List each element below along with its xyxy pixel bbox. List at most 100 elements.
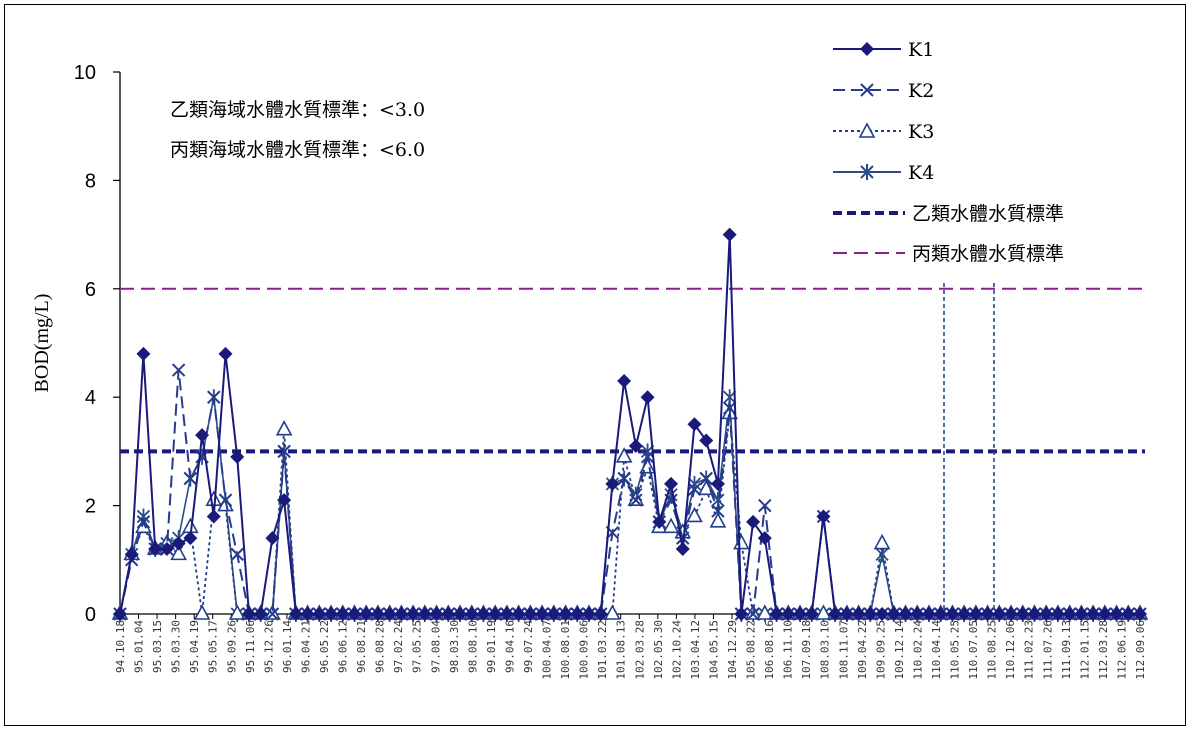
- data-point-k2: [722, 401, 737, 415]
- x-tick-label: 106.11.10: [782, 620, 795, 680]
- vertical-dashed-lines: [943, 283, 995, 612]
- x-tick-label: 95.09.26: [225, 620, 238, 673]
- data-point-k1: [781, 607, 796, 621]
- data-point-k1: [1121, 607, 1136, 621]
- data-point-k1: [394, 607, 409, 621]
- legend-item-k3: K3: [833, 121, 934, 143]
- x-tick-label: 95.03.15: [151, 620, 164, 673]
- x-tick-label: 110.02.24: [911, 620, 924, 680]
- x-tick-label: 97.02.24: [392, 620, 405, 673]
- data-point-k1: [769, 607, 784, 621]
- data-point-k2: [230, 547, 244, 562]
- data-point-k1: [1039, 607, 1054, 621]
- data-point-k1: [1027, 607, 1042, 621]
- data-point-k1: [312, 607, 327, 621]
- data-point-k1: [558, 607, 573, 621]
- x-tick-label: 95.11.06: [244, 620, 257, 673]
- data-point-k1: [875, 607, 890, 621]
- data-point-k1: [699, 433, 714, 448]
- data-point-k1: [324, 607, 339, 621]
- x-tick-label: 110.05.25: [949, 620, 962, 680]
- data-point-k1: [206, 509, 221, 524]
- data-point-k1: [406, 607, 421, 621]
- data-point-k1: [1133, 607, 1147, 621]
- data-point-k3: [275, 420, 293, 436]
- data-point-k1: [980, 607, 995, 621]
- data-point-k1: [195, 428, 210, 443]
- x-tick-label: 110.04.14: [930, 620, 943, 680]
- data-point-k1: [359, 607, 374, 621]
- data-point-k1: [886, 607, 901, 621]
- data-point-k2: [218, 493, 233, 507]
- series-k3: [111, 403, 1149, 620]
- legend-item-k2: K2: [833, 80, 934, 102]
- x-tick-label: 103.04.12: [689, 620, 702, 680]
- data-point-k1: [570, 607, 585, 621]
- data-point-k1: [499, 607, 514, 621]
- data-point-k1: [593, 607, 608, 621]
- x-tick-label: 99.01.19: [485, 620, 498, 673]
- x-tick-label: 106.08.16: [763, 620, 776, 680]
- x-tick-label: 94.10.18: [114, 620, 127, 673]
- x-tick-label: 111.02.23: [1023, 620, 1036, 680]
- data-point-k3: [686, 506, 703, 523]
- data-point-k1: [898, 607, 913, 621]
- x-tick-label: 110.08.25: [986, 620, 999, 680]
- x-tick-label: 96.05.22: [318, 620, 331, 673]
- data-point-k1: [277, 493, 292, 508]
- data-point-k3: [709, 512, 727, 528]
- data-point-k1: [746, 514, 761, 529]
- x-tick-label: 102.10.24: [670, 620, 683, 680]
- data-point-k1: [734, 607, 749, 621]
- data-point-k1: [417, 607, 432, 621]
- x-tick-label: 100.04.07: [541, 620, 554, 680]
- legend-label-k3: K3: [908, 121, 934, 143]
- x-tick-label: 95.01.04: [133, 620, 146, 673]
- data-point-k2: [711, 504, 725, 518]
- data-point-k1: [992, 607, 1007, 621]
- data-point-k1: [183, 531, 198, 546]
- legend-label-class-b-standard: 乙類水體水質標準: [912, 203, 1064, 225]
- x-tick-label: 96.04.21: [299, 620, 312, 673]
- x-tick-label: 100.08.01: [559, 620, 572, 680]
- series-k1: [113, 227, 1147, 621]
- legend-label-k1: K1: [908, 39, 934, 61]
- data-point-k1: [453, 607, 467, 621]
- data-point-k3: [604, 604, 621, 620]
- data-point-k2: [136, 515, 151, 529]
- data-point-k1: [1050, 607, 1065, 621]
- x-tick-label: 97.08.04: [429, 620, 442, 673]
- data-point-k1: [230, 449, 245, 464]
- data-point-k1: [933, 607, 948, 621]
- data-point-k2: [687, 482, 702, 497]
- x-tick-label: 96.08.21: [355, 620, 368, 673]
- data-point-k2: [265, 607, 280, 621]
- data-point-k1: [300, 607, 315, 621]
- legend-label-class-c-standard: 丙類水體水質標準: [912, 243, 1064, 265]
- x-tick-label: 95.05.17: [207, 620, 220, 673]
- data-point-k1: [828, 607, 843, 621]
- data-point-k1: [617, 373, 632, 388]
- data-point-k2: [207, 390, 221, 404]
- data-point-k1: [1097, 607, 1112, 621]
- data-point-k1: [851, 607, 866, 621]
- x-tick-label: 108.11.07: [837, 620, 850, 680]
- y-tick-label: 8: [85, 170, 96, 192]
- data-point-k2: [676, 531, 690, 545]
- data-point-k1: [148, 541, 163, 556]
- data-point-k1: [113, 607, 127, 621]
- data-point-k1: [1062, 607, 1077, 621]
- data-point-k1: [1015, 607, 1030, 621]
- legend-item-class-b-standard: 乙類水體水質標準: [833, 203, 1064, 225]
- x-tick-label: 96.06.12: [337, 620, 350, 673]
- data-point-k2: [171, 363, 186, 377]
- y-tick-label: 2: [85, 496, 96, 518]
- data-point-k1: [664, 476, 679, 491]
- y-tick-label: 0: [85, 604, 96, 626]
- data-point-k1: [910, 607, 925, 621]
- data-point-k3: [815, 604, 832, 620]
- legend-item-k4: K4: [833, 162, 934, 184]
- x-tick-label: 112.01.15: [1078, 620, 1091, 680]
- legend-label-k2: K2: [908, 80, 934, 102]
- x-tick-label: 95.03.30: [170, 620, 183, 673]
